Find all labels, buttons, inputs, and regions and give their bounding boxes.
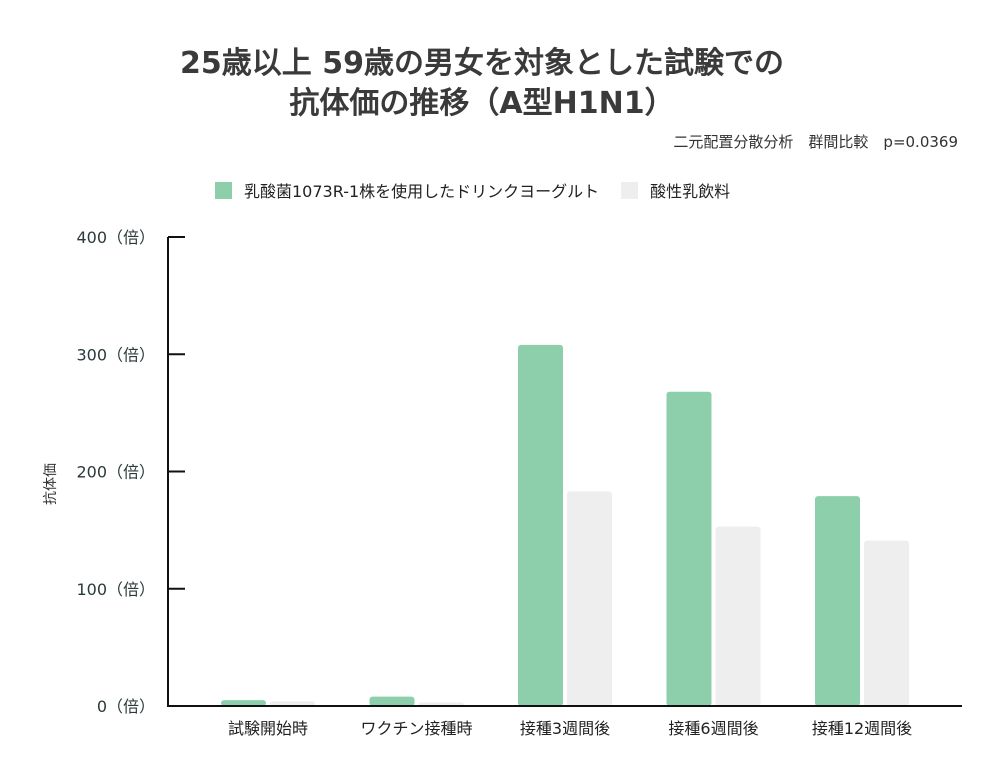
bar-yogurt bbox=[666, 391, 712, 706]
bar-acid-milk bbox=[270, 701, 315, 706]
bar-acid-milk bbox=[567, 491, 612, 706]
bar-yogurt bbox=[369, 696, 415, 706]
legend-item-yogurt: 乳酸菌1073R-1株を使用したドリンクヨーグルト bbox=[215, 178, 599, 202]
y-axis-label: 抗体価 bbox=[43, 463, 59, 505]
y-tick-label: 100（倍） bbox=[76, 580, 155, 599]
bar-acid-milk bbox=[715, 526, 761, 706]
legend-swatch-yogurt bbox=[215, 181, 232, 199]
legend-item-acid-milk: 酸性乳飲料 bbox=[621, 178, 730, 202]
x-tick-label: 接種3週間後 bbox=[520, 719, 610, 738]
bar-yogurt bbox=[518, 344, 563, 706]
stat-annotation: 二元配置分散分析 群間比較 p=0.0369 bbox=[673, 133, 958, 151]
x-tick-label: 接種6週間後 bbox=[668, 719, 758, 738]
bar-yogurt bbox=[815, 496, 860, 706]
legend-swatch-acid-milk bbox=[621, 181, 639, 199]
legend: 乳酸菌1073R-1株を使用したドリンクヨーグルト 酸性乳飲料 bbox=[215, 178, 752, 202]
x-tick-label: 接種12週間後 bbox=[812, 719, 912, 738]
legend-label-yogurt: 乳酸菌1073R-1株を使用したドリンクヨーグルト bbox=[244, 182, 600, 201]
x-tick-label: 試験開始時 bbox=[228, 719, 308, 738]
bar-yogurt bbox=[221, 700, 266, 706]
x-tick-label: ワクチン接種時 bbox=[360, 719, 472, 738]
legend-label-acid-milk: 酸性乳飲料 bbox=[650, 182, 731, 201]
bar-acid-milk bbox=[864, 540, 909, 706]
y-tick-label: 400（倍） bbox=[76, 228, 155, 247]
y-tick-label: 0（倍） bbox=[97, 697, 155, 716]
y-tick-label: 200（倍） bbox=[76, 463, 155, 482]
chart-subtitle: 抗体価の推移（A型H1N1） bbox=[289, 86, 675, 121]
y-tick-label: 300（倍） bbox=[76, 345, 155, 364]
chart-title: 25歳以上 59歳の男女を対象とした試験での bbox=[180, 46, 784, 81]
